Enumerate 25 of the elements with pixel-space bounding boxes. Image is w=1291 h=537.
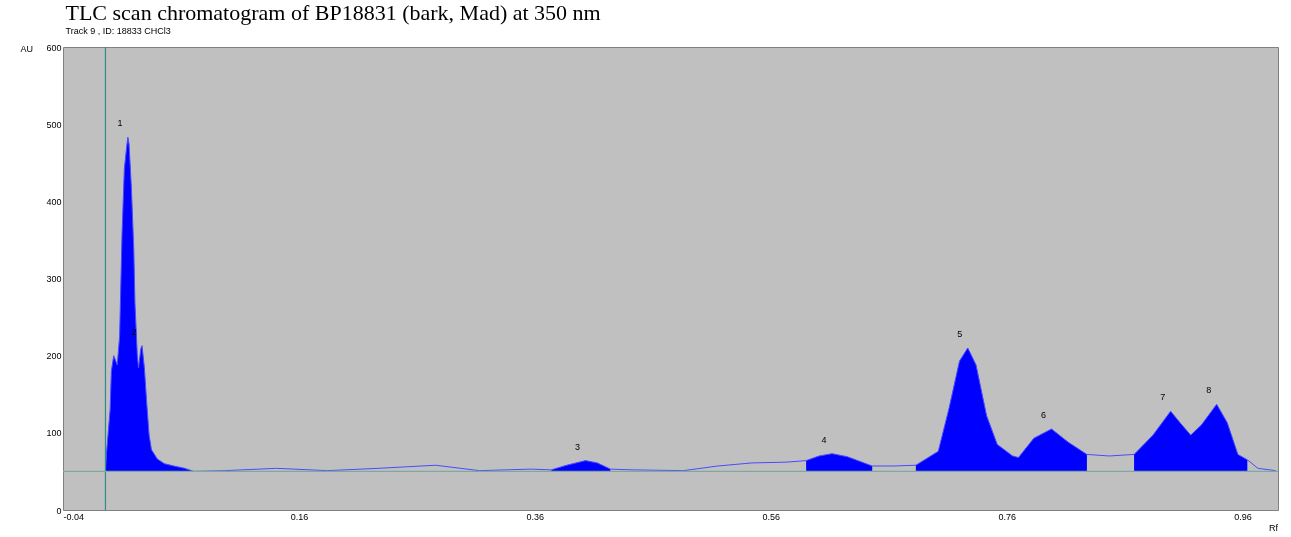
annotation: 4 <box>821 434 827 445</box>
x-tick-label: -0.04 <box>63 511 85 522</box>
chart-title: TLC scan chromatogram of BP18831 (bark, Mad) at 350 nm <box>65 0 601 25</box>
y-tick-label: 100 <box>46 428 62 439</box>
x-axis-title: Rf <box>1269 523 1279 533</box>
x-tick-label: 0.96 <box>1234 511 1252 522</box>
y-tick-label: 300 <box>46 274 62 284</box>
annotation: 3 <box>575 441 581 452</box>
y-tick-label: 500 <box>46 119 62 130</box>
annotation: 1 <box>117 118 123 129</box>
y-tick-label: 400 <box>46 196 62 207</box>
annotation: 5 <box>957 328 963 339</box>
x-tick-label: 0.56 <box>762 511 781 522</box>
y-tick-label: 0 <box>56 505 62 516</box>
y-tick-label: 600 <box>46 42 62 53</box>
y-axis-title: AU <box>20 44 33 54</box>
annotation: 6 <box>1041 409 1047 420</box>
y-tick-label: 200 <box>46 351 62 362</box>
x-tick-label: 0.36 <box>526 511 545 522</box>
annotation: 7 <box>1160 392 1166 403</box>
x-tick-label: 0.76 <box>998 511 1016 522</box>
annotation: 8 <box>1206 385 1212 396</box>
x-tick-label: 0.16 <box>290 511 309 522</box>
chart-subtitle: Track 9 , ID: 18833 CHCl3 <box>65 26 171 36</box>
annotation: 2 <box>131 326 137 337</box>
